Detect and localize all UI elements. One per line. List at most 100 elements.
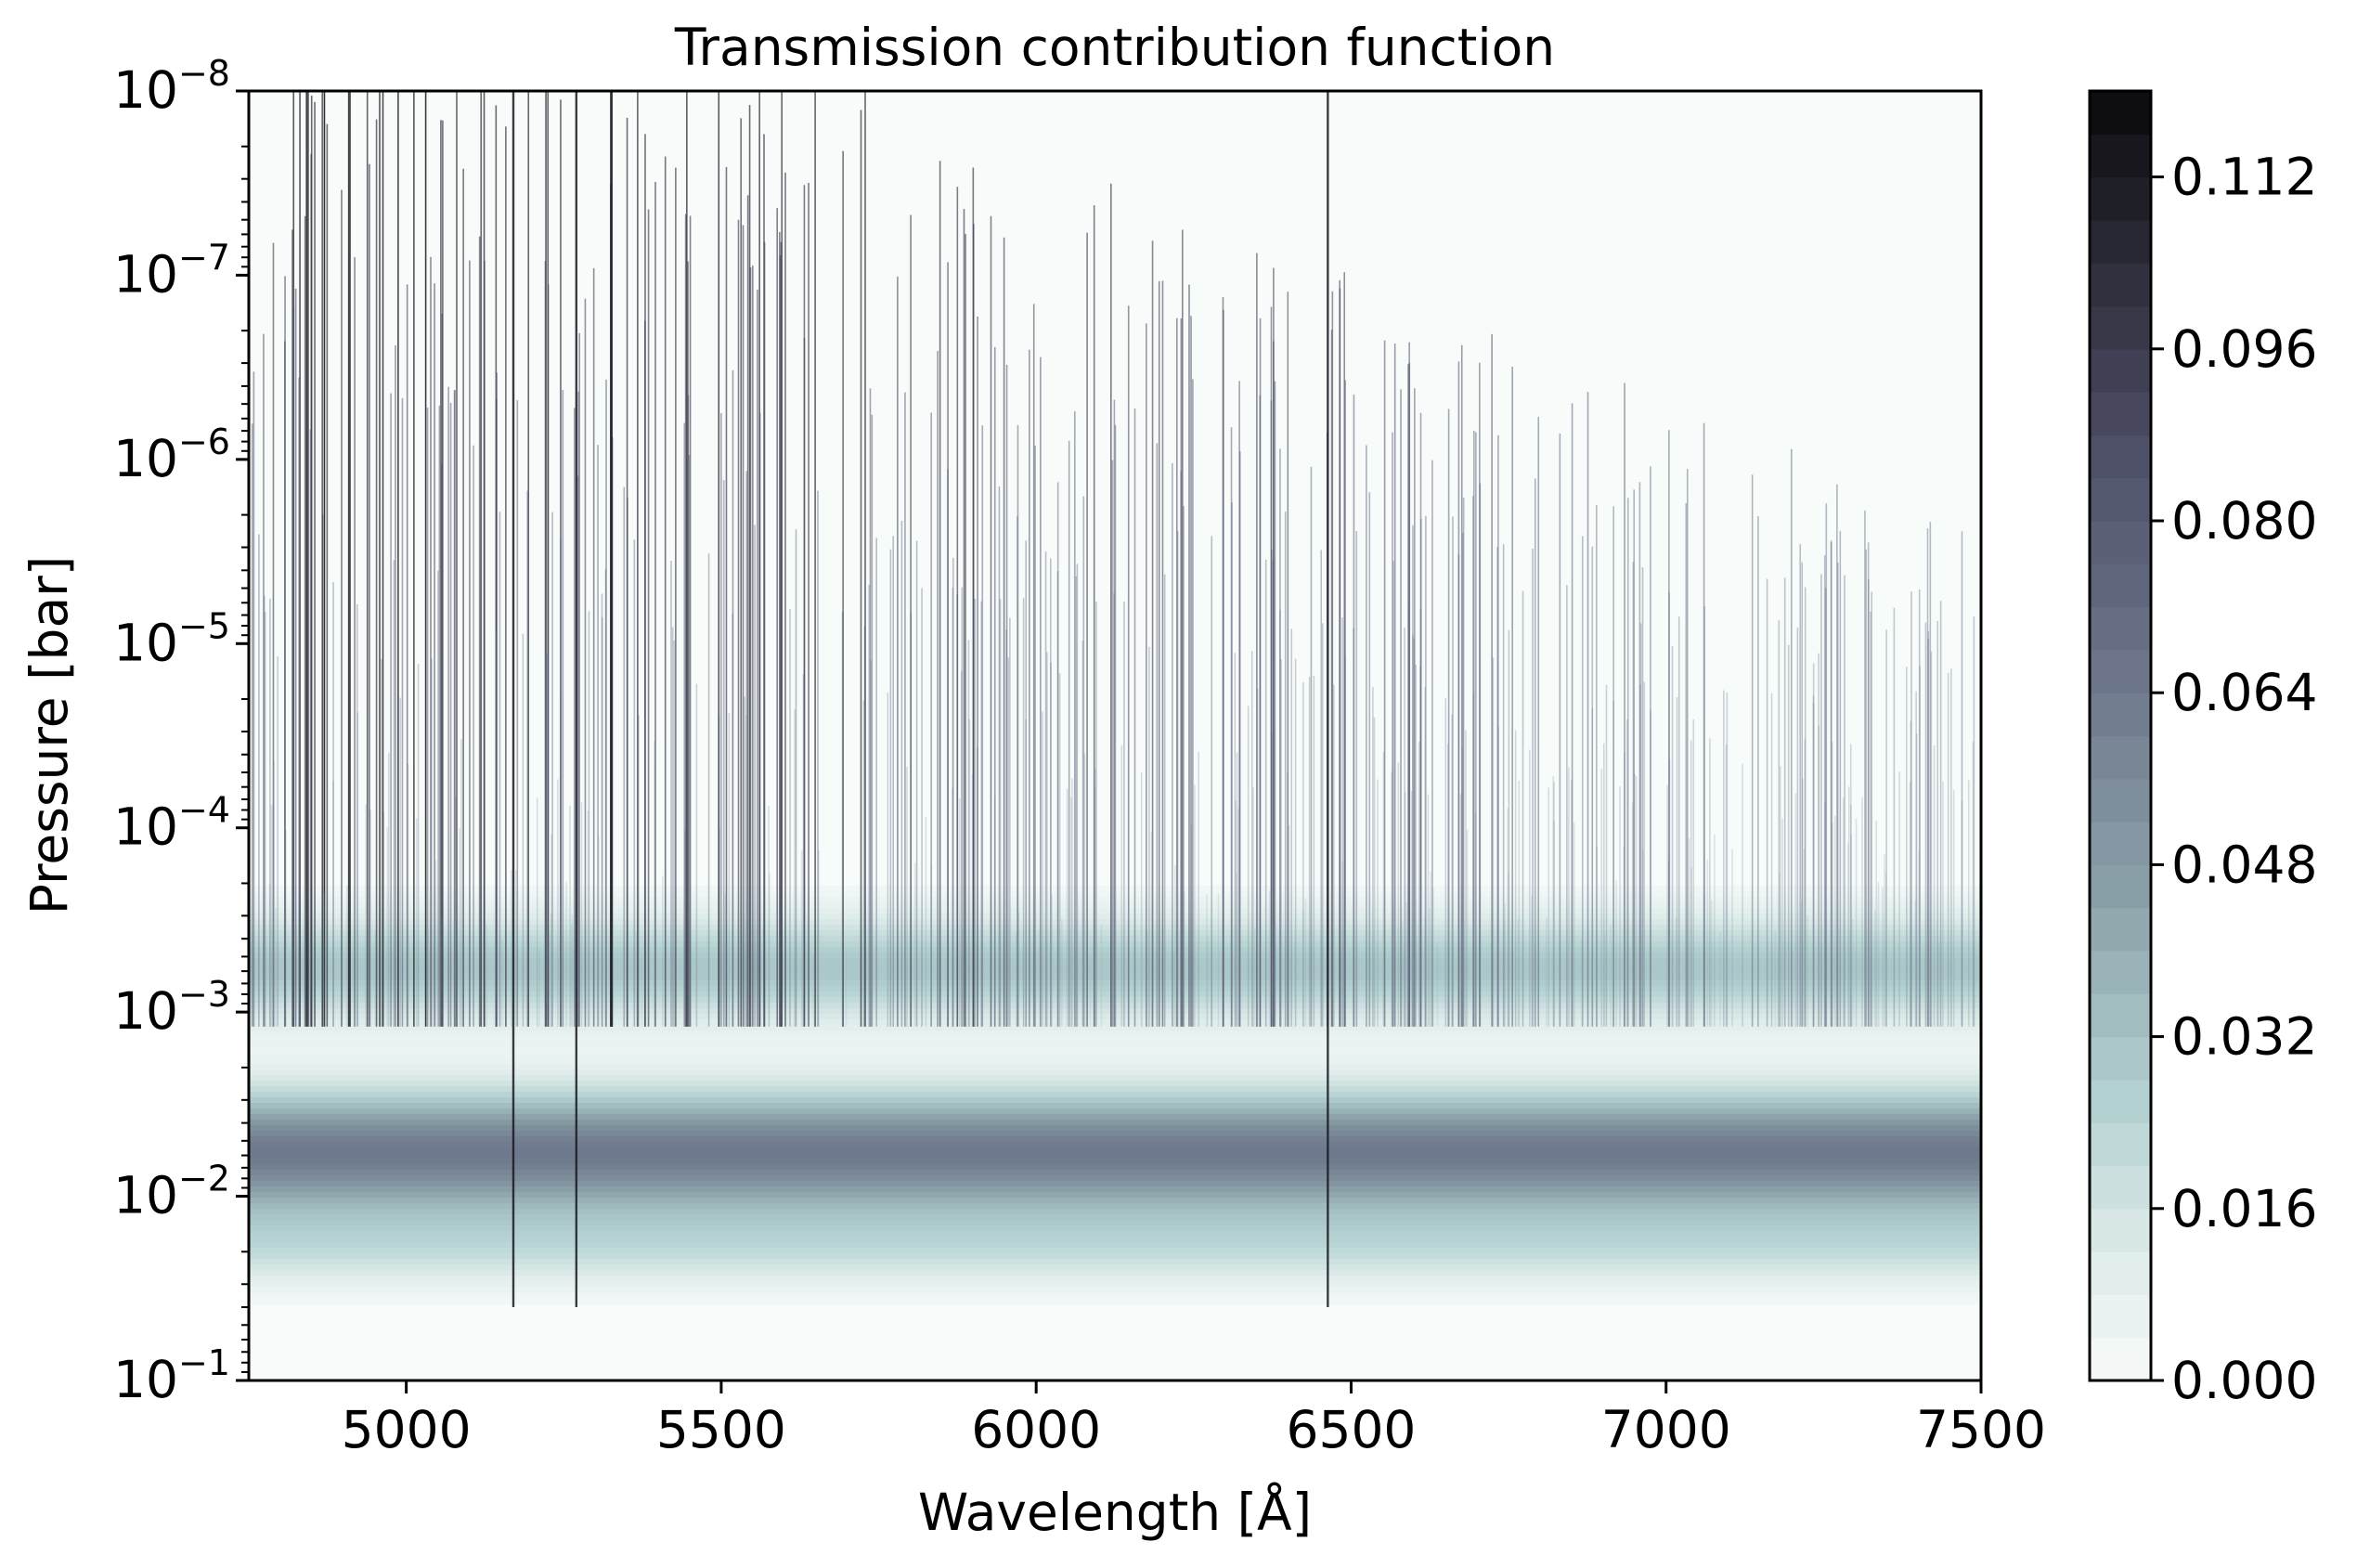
heatmap-band	[249, 1114, 1981, 1121]
heatmap-band	[249, 1192, 1981, 1199]
heatmap-band	[249, 1136, 1981, 1143]
heatmap-band	[249, 1214, 1981, 1221]
heatmap-band	[249, 1259, 1981, 1265]
heatmap-band	[249, 1030, 1981, 1037]
heatmap-band	[249, 1047, 1981, 1054]
colorbar-segment	[2090, 434, 2151, 479]
colorbar-segment	[2090, 1165, 2151, 1210]
colorbar-segment	[2090, 521, 2151, 564]
y-tick-label: 10−1	[113, 1342, 230, 1409]
colorbar-frame	[2088, 89, 2153, 1382]
heatmap-band	[249, 1053, 1981, 1059]
heatmap-band	[249, 1181, 1981, 1187]
colorbar-segment	[2090, 1337, 2151, 1381]
heatmap-band	[249, 1248, 1981, 1254]
colorbar-segment	[2090, 1208, 2151, 1252]
colorbar-segment	[2090, 649, 2151, 693]
heatmap-band	[249, 1175, 1981, 1182]
colorbar-segment	[2090, 907, 2151, 952]
colorbar-tick-label: 0.112	[2171, 148, 2317, 207]
colorbar-tick-label: 0.064	[2171, 663, 2317, 722]
x-axis-label: Wavelength [Å]	[918, 1482, 1312, 1542]
heatmap-band	[249, 1069, 1981, 1076]
y-tick-label: 10−3	[113, 974, 230, 1041]
colorbar-segment	[2090, 219, 2151, 264]
heatmap-band	[249, 1064, 1981, 1070]
heatmap-band	[249, 1159, 1981, 1165]
y-axis: 10−8 10−7 10−6 10−5 10−4 10−3 10−2 10−1	[113, 53, 249, 1409]
heatmap-band	[249, 1253, 1981, 1260]
colorbar-segment	[2090, 735, 2151, 780]
x-axis: 5000 5500 6000 6500 7000 7500	[342, 1380, 2046, 1459]
colorbar-segment	[2090, 993, 2151, 1038]
heatmap-band	[249, 1242, 1981, 1249]
x-tick-label: 5500	[656, 1400, 786, 1459]
y-tick-label: 10−2	[113, 1159, 230, 1225]
x-tick-label: 7000	[1601, 1400, 1731, 1459]
colorbar-tick-label: 0.016	[2171, 1179, 2317, 1238]
heatmap-band	[249, 1292, 1981, 1299]
colorbar-segment	[2090, 693, 2151, 737]
chart-title: Transmission contribution function	[674, 18, 1555, 77]
heatmap-band	[249, 1081, 1981, 1087]
y-tick-label: 10−5	[113, 605, 230, 672]
heatmap-band	[249, 1237, 1981, 1243]
colorbar-segment	[2090, 348, 2151, 393]
heatmap-band	[249, 1203, 1981, 1210]
colorbar-segment	[2090, 1036, 2151, 1081]
heatmap-band	[249, 1264, 1981, 1271]
colorbar-tick-label: 0.080	[2171, 491, 2317, 551]
colorbar-tick-label: 0.032	[2171, 1007, 2317, 1067]
heatmap-band	[249, 1186, 1981, 1193]
heatmap-band	[249, 1103, 1981, 1109]
y-axis-label: Pressure [bar]	[19, 556, 79, 914]
x-tick-label: 7500	[1916, 1400, 2046, 1459]
heatmap-band	[249, 1281, 1981, 1288]
heatmap-band	[249, 1220, 1981, 1226]
colorbar-tick-label: 0.000	[2171, 1351, 2317, 1410]
colorbar-ticks: 0.000 0.016 0.032 0.048 0.064 0.080 0.096 0.112	[2151, 148, 2317, 1410]
colorbar-segment	[2090, 864, 2151, 909]
heatmap-band	[249, 1147, 1981, 1154]
heatmap-area	[249, 91, 1981, 1380]
colorbar-segment	[2090, 1294, 2151, 1339]
heatmap-band	[249, 1131, 1981, 1137]
heatmap-band	[249, 1164, 1981, 1171]
colorbar-segment	[2090, 951, 2151, 994]
y-tick-label: 10−4	[113, 790, 230, 857]
heatmap-band	[249, 1036, 1981, 1043]
colorbar-segment	[2090, 263, 2151, 307]
colorbar-segment	[2090, 1251, 2151, 1295]
heatmap-band	[249, 1153, 1981, 1160]
x-tick-label: 6000	[971, 1400, 1101, 1459]
y-tick-label: 10−8	[113, 53, 230, 120]
colorbar-segment	[2090, 91, 2151, 135]
colorbar-segment	[2090, 778, 2151, 823]
heatmap-band	[249, 1125, 1981, 1132]
heatmap-band	[249, 1298, 1981, 1304]
colorbar-segment	[2090, 606, 2151, 651]
heatmap-band	[249, 1198, 1981, 1204]
heatmap-band	[249, 1025, 1981, 1031]
colorbar-tick-label: 0.096	[2171, 319, 2317, 379]
colorbar-segment	[2090, 477, 2151, 522]
colorbar	[2090, 91, 2151, 1381]
colorbar-segment	[2090, 134, 2151, 178]
heatmap-band	[249, 1276, 1981, 1282]
heatmap-band	[249, 1058, 1981, 1065]
heatmap-band	[249, 1092, 1981, 1098]
heatmap-band	[249, 1086, 1981, 1093]
y-tick-label: 10−6	[113, 421, 230, 488]
absorption-lines	[251, 91, 1981, 1308]
heatmap-band	[249, 1108, 1981, 1115]
heatmap-band	[249, 1097, 1981, 1104]
x-tick-label: 5000	[342, 1400, 472, 1459]
heatmap-band	[249, 1287, 1981, 1293]
heatmap-band	[249, 1042, 1981, 1048]
colorbar-tick-label: 0.048	[2171, 835, 2317, 894]
colorbar-segment	[2090, 305, 2151, 350]
heatmap-band	[249, 1270, 1981, 1276]
colorbar-segment	[2090, 822, 2151, 865]
heatmap-band	[249, 1225, 1981, 1232]
